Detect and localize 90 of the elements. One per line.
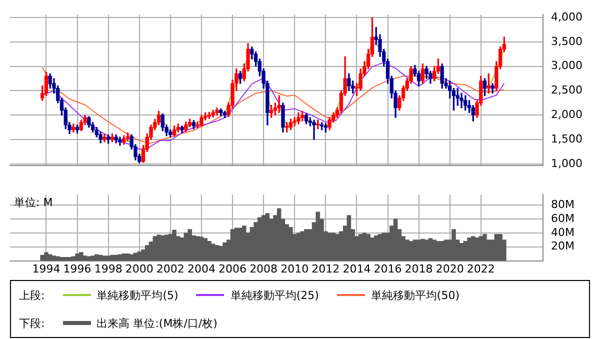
bar bbox=[452, 229, 456, 261]
bar bbox=[304, 229, 308, 261]
bar bbox=[164, 234, 169, 261]
x-tick-label: 2002 bbox=[156, 262, 184, 276]
bar bbox=[432, 240, 436, 261]
bar bbox=[463, 240, 468, 261]
bar bbox=[474, 237, 480, 261]
y-tick-label: 3,500 bbox=[551, 34, 582, 48]
legend-title: 下段: bbox=[19, 316, 45, 330]
bar bbox=[238, 228, 242, 261]
y-tick-label: 2,000 bbox=[551, 108, 582, 121]
bar bbox=[471, 236, 476, 261]
x-tick-label: 2022 bbox=[466, 262, 495, 276]
bar bbox=[482, 234, 487, 261]
x-tick-label: 2000 bbox=[125, 262, 154, 276]
x-tick-label: 1996 bbox=[63, 262, 92, 276]
bar bbox=[44, 252, 48, 261]
bar bbox=[300, 231, 305, 261]
bar bbox=[122, 254, 126, 261]
legend-label: 単純移動平均(50) bbox=[370, 288, 460, 302]
y-tick-label: 20M bbox=[551, 240, 574, 253]
bar bbox=[393, 218, 398, 261]
y-tick-label: 1,000 bbox=[551, 156, 582, 170]
bar bbox=[172, 230, 176, 261]
bar bbox=[366, 234, 370, 261]
x-tick-label: 2006 bbox=[218, 262, 247, 276]
bar bbox=[141, 249, 146, 261]
y-tick-label: 1,500 bbox=[551, 132, 582, 146]
bar bbox=[498, 234, 502, 261]
bar bbox=[258, 217, 262, 261]
annotation: 単位: M bbox=[14, 196, 53, 209]
bar bbox=[145, 245, 150, 261]
bar bbox=[203, 238, 208, 261]
y-tick-label: 80M bbox=[551, 198, 574, 211]
bar bbox=[207, 240, 212, 261]
x-tick-label: 2012 bbox=[312, 262, 340, 276]
bar bbox=[126, 254, 130, 261]
bar bbox=[160, 235, 165, 261]
y-tick-label: 3,000 bbox=[551, 59, 582, 72]
bar bbox=[79, 252, 84, 261]
x-tick-label: 2004 bbox=[187, 262, 216, 276]
x-tick-label: 2016 bbox=[374, 262, 402, 276]
bar bbox=[467, 237, 472, 261]
y-tick-label: 4,000 bbox=[551, 10, 582, 24]
bar bbox=[230, 229, 235, 261]
y-tick-label: 2,500 bbox=[551, 84, 582, 97]
bar bbox=[424, 240, 429, 261]
bar bbox=[420, 238, 425, 261]
bar bbox=[222, 242, 227, 261]
bar bbox=[137, 251, 142, 261]
x-tick-label: 2008 bbox=[250, 262, 278, 276]
x-tick-label: 2010 bbox=[280, 262, 309, 276]
bar bbox=[405, 240, 410, 261]
x-tick-label: 1998 bbox=[94, 262, 122, 276]
bar bbox=[188, 229, 192, 261]
bar bbox=[48, 254, 52, 261]
bar bbox=[156, 234, 161, 261]
bar bbox=[94, 254, 99, 261]
bar bbox=[276, 208, 282, 261]
bar bbox=[374, 235, 378, 261]
bar bbox=[261, 215, 266, 261]
bar bbox=[90, 256, 95, 261]
bar bbox=[440, 240, 444, 261]
legend-label: 単純移動平均(5) bbox=[96, 288, 178, 302]
y-tick-label: 40M bbox=[551, 226, 574, 239]
bar bbox=[382, 232, 386, 261]
bar bbox=[436, 240, 440, 261]
bar bbox=[106, 256, 110, 261]
bar bbox=[195, 236, 200, 261]
x-tick-label: 2020 bbox=[436, 262, 464, 276]
x-tick-label: 1994 bbox=[32, 262, 60, 276]
bar bbox=[129, 254, 134, 261]
bar bbox=[218, 246, 223, 261]
x-tick-label: 2014 bbox=[342, 262, 371, 276]
bar bbox=[416, 240, 421, 261]
bar bbox=[335, 234, 340, 261]
bar bbox=[210, 244, 216, 261]
bar bbox=[408, 240, 414, 261]
legend-title: 上段: bbox=[19, 288, 45, 302]
y-tick-label: 60M bbox=[551, 212, 574, 225]
bar bbox=[82, 256, 88, 261]
bar bbox=[370, 237, 374, 261]
x-tick-label: 2018 bbox=[404, 262, 433, 276]
bar bbox=[75, 254, 80, 261]
legend-label: 出来高 単位:(M株/口/枚) bbox=[96, 316, 218, 330]
bar bbox=[288, 227, 293, 261]
bar bbox=[358, 234, 363, 261]
bar bbox=[327, 232, 332, 261]
bar bbox=[242, 226, 246, 261]
legend-label: 単純移動平均(25) bbox=[230, 288, 319, 302]
